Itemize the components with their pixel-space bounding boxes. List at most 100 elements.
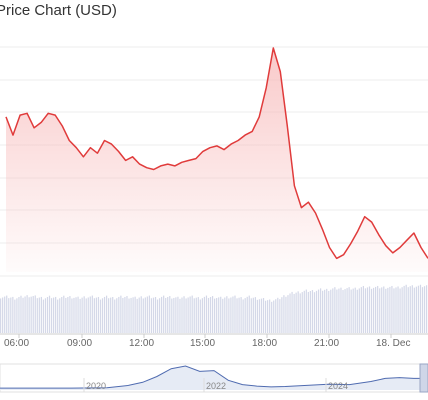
volume-bar bbox=[279, 299, 281, 333]
volume-bar bbox=[262, 298, 265, 333]
volume-bar bbox=[415, 286, 417, 333]
volume-bar bbox=[40, 296, 42, 333]
volume-bar bbox=[130, 297, 132, 333]
volume-bar bbox=[291, 291, 293, 333]
volume-bar bbox=[93, 298, 95, 333]
navigator-tick-label: 2020 bbox=[86, 381, 106, 391]
volume-bar bbox=[342, 290, 344, 333]
volume-bar bbox=[236, 298, 238, 333]
volume-bar bbox=[52, 297, 55, 333]
volume-bar bbox=[348, 287, 350, 333]
volume-bar bbox=[81, 297, 83, 333]
volume-bar bbox=[73, 297, 75, 333]
volume-bar bbox=[91, 295, 93, 333]
volume-bar bbox=[273, 300, 275, 333]
volume-bar bbox=[193, 298, 195, 333]
volume-bar bbox=[421, 287, 424, 333]
volume-bar bbox=[61, 296, 63, 333]
volume-bar bbox=[407, 287, 409, 333]
volume-bar bbox=[358, 288, 360, 333]
volume-bar bbox=[362, 285, 364, 333]
volume-bar bbox=[222, 298, 224, 333]
volume-bar bbox=[175, 297, 177, 333]
volume-bar bbox=[154, 297, 157, 333]
volume-bar bbox=[328, 290, 330, 333]
volume-bar bbox=[158, 298, 161, 333]
volume-bar bbox=[403, 285, 405, 333]
volume-bar bbox=[181, 297, 183, 333]
volume-bar bbox=[368, 286, 371, 333]
volume-bar bbox=[2, 297, 4, 333]
volume-bar bbox=[266, 300, 269, 333]
volume-bar bbox=[232, 296, 234, 333]
volume-bar bbox=[46, 297, 49, 333]
volume-bar bbox=[246, 296, 248, 333]
volume-bar bbox=[169, 296, 171, 333]
volume-bar bbox=[134, 296, 136, 333]
volume-bar bbox=[122, 297, 124, 333]
volume-bar bbox=[370, 288, 373, 333]
volume-bar bbox=[42, 299, 45, 333]
x-tick-label: 15:00 bbox=[190, 338, 215, 349]
volume-bar bbox=[203, 296, 206, 333]
volume-bar bbox=[338, 288, 340, 333]
volume-bar bbox=[38, 297, 40, 333]
volume-bar bbox=[63, 295, 65, 333]
volume-bar bbox=[101, 298, 104, 333]
volume-bar bbox=[136, 298, 138, 333]
volume-bar bbox=[220, 296, 222, 333]
volume-bar bbox=[303, 290, 305, 333]
volume-bar bbox=[391, 285, 393, 333]
volume-bar bbox=[22, 297, 24, 333]
volume-bar bbox=[315, 290, 318, 333]
volume-bar bbox=[146, 296, 148, 333]
volume-bar bbox=[138, 297, 140, 333]
volume-bar bbox=[381, 287, 383, 333]
volume-bar bbox=[277, 297, 279, 333]
volume-bar bbox=[148, 295, 150, 333]
volume-bar bbox=[387, 287, 389, 333]
volume-bar bbox=[360, 287, 362, 333]
volume-bar bbox=[161, 296, 163, 333]
volume-bar bbox=[120, 295, 122, 333]
volume-bar bbox=[322, 290, 324, 333]
price-line[interactable] bbox=[5, 47, 428, 260]
volume-bar bbox=[48, 295, 51, 333]
volume-bar bbox=[95, 297, 98, 333]
x-tick-label: 18:00 bbox=[252, 338, 277, 349]
volume-bar bbox=[299, 293, 301, 333]
volume-bar bbox=[77, 296, 79, 333]
volume-bar bbox=[124, 297, 126, 333]
volume-bar bbox=[87, 297, 89, 333]
volume-bar bbox=[230, 297, 232, 333]
volume-bar bbox=[75, 297, 77, 333]
volume-bar bbox=[389, 286, 391, 333]
volume-bar bbox=[110, 297, 112, 333]
volume-bar bbox=[24, 296, 26, 333]
volume-bar bbox=[417, 285, 420, 333]
navigator-tick-label: 2024 bbox=[328, 381, 348, 391]
volume-bar bbox=[28, 297, 30, 333]
volume-bar bbox=[165, 297, 167, 333]
volume-bar bbox=[65, 297, 67, 333]
volume-bar bbox=[79, 298, 81, 333]
navigator-handle[interactable] bbox=[419, 363, 428, 393]
volume-bar bbox=[330, 289, 332, 333]
volume-bar bbox=[260, 298, 263, 333]
volume-bar bbox=[313, 292, 316, 333]
volume-bar bbox=[57, 299, 59, 333]
volume-bar bbox=[214, 298, 216, 333]
volume-bar bbox=[285, 296, 287, 333]
volume-bar bbox=[6, 295, 8, 333]
volume-bar bbox=[419, 284, 422, 333]
volume-bar bbox=[254, 297, 256, 333]
volume-bar bbox=[228, 298, 230, 333]
volume-bar bbox=[199, 299, 201, 333]
volume-bar bbox=[132, 297, 134, 333]
volume-bar bbox=[67, 297, 69, 333]
volume-bar bbox=[293, 293, 295, 333]
volume-bar bbox=[326, 288, 328, 333]
volume-bar bbox=[305, 289, 307, 333]
volume-bar bbox=[264, 300, 267, 333]
